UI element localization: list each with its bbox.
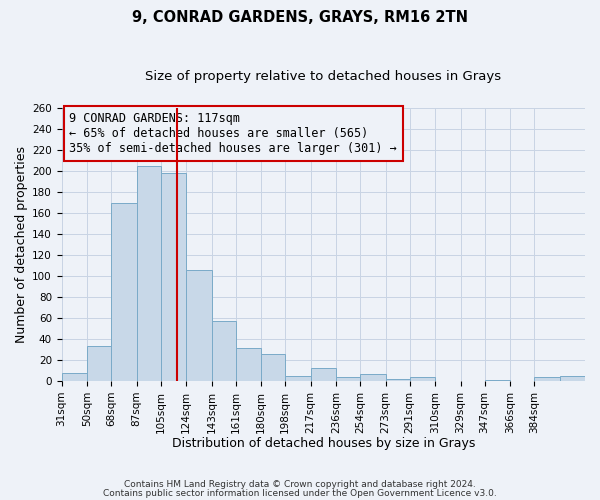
Bar	[336, 377, 360, 381]
Y-axis label: Number of detached properties: Number of detached properties	[15, 146, 28, 343]
Bar	[161, 173, 186, 381]
Bar	[186, 270, 212, 381]
Bar	[212, 321, 236, 381]
Text: Contains HM Land Registry data © Crown copyright and database right 2024.: Contains HM Land Registry data © Crown c…	[124, 480, 476, 489]
Bar	[285, 376, 311, 381]
Bar	[560, 376, 585, 381]
Bar	[111, 204, 137, 381]
Bar	[87, 346, 111, 381]
Bar	[360, 374, 386, 381]
X-axis label: Distribution of detached houses by size in Grays: Distribution of detached houses by size …	[172, 437, 475, 450]
Text: 9, CONRAD GARDENS, GRAYS, RM16 2TN: 9, CONRAD GARDENS, GRAYS, RM16 2TN	[132, 10, 468, 25]
Text: 9 CONRAD GARDENS: 117sqm
← 65% of detached houses are smaller (565)
35% of semi-: 9 CONRAD GARDENS: 117sqm ← 65% of detach…	[70, 112, 397, 155]
Bar	[410, 377, 435, 381]
Bar	[311, 368, 336, 381]
Bar	[62, 372, 87, 381]
Bar	[534, 377, 560, 381]
Bar	[236, 348, 261, 381]
Bar	[386, 379, 410, 381]
Bar	[485, 380, 510, 381]
Title: Size of property relative to detached houses in Grays: Size of property relative to detached ho…	[145, 70, 502, 83]
Bar	[261, 354, 285, 381]
Text: Contains public sector information licensed under the Open Government Licence v3: Contains public sector information licen…	[103, 488, 497, 498]
Bar	[137, 166, 161, 381]
